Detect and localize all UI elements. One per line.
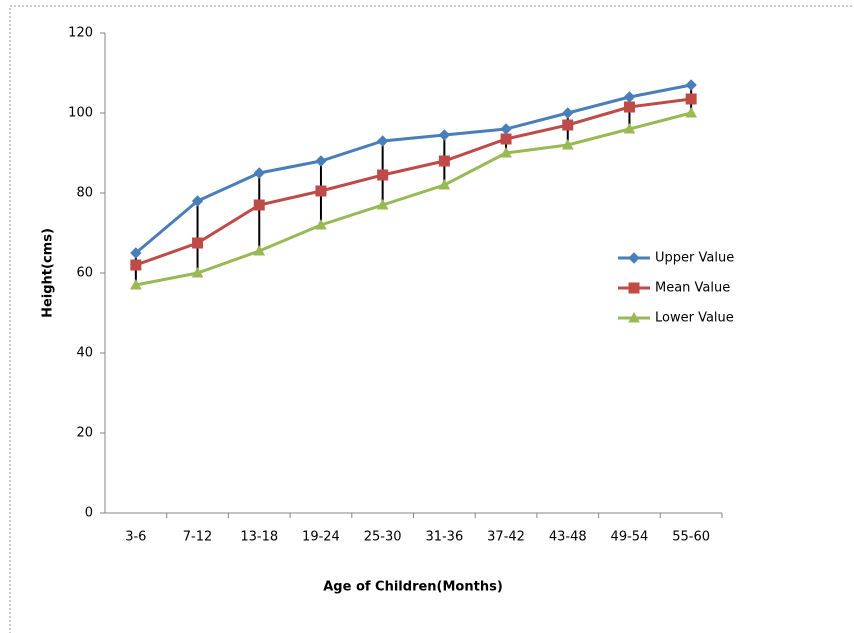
data-point [563,120,573,130]
x-tick-label: 13-18 [240,530,278,545]
data-point [563,108,573,118]
legend-label: Lower Value [655,311,734,326]
y-tick-label: 0 [85,506,93,521]
y-tick-label: 20 [76,426,93,441]
data-point [501,124,511,134]
legend-label: Upper Value [655,251,734,266]
legend-label: Mean Value [655,281,730,296]
x-tick-label: 31-36 [425,530,463,545]
y-tick-label: 80 [76,186,93,201]
legend-marker [629,253,639,263]
x-tick-label: 3-6 [125,530,146,545]
chart: Age of Children(Months) Height(cms) 0 20 4… [0,0,854,633]
data-point [439,156,449,166]
data-point [254,168,264,178]
y-tick-label: 100 [68,106,93,121]
x-tick-label: 37-42 [487,530,525,545]
data-point [378,136,388,146]
x-tick-label: 55-60 [672,530,710,545]
data-point [624,92,634,102]
data-point [378,170,388,180]
y-tick-label: 40 [76,346,93,361]
x-axis-label: Age of Children(Months) [323,580,503,595]
x-tick-label: 25-30 [364,530,402,545]
data-point [254,200,264,210]
data-point [501,134,511,144]
data-point [131,260,141,270]
y-axis-label: Height(cms) [41,228,56,318]
x-tick-label: 43-48 [549,530,587,545]
data-point [439,130,449,140]
legend-marker [629,283,639,293]
data-point [316,156,326,166]
x-tick-label: 19-24 [302,530,340,545]
data-point [316,186,326,196]
y-tick-label: 60 [76,266,93,281]
x-tick-label: 7-12 [183,530,213,545]
data-point [624,102,634,112]
x-tick-label: 49-54 [611,530,649,545]
data-point [686,94,696,104]
data-point [686,80,696,90]
data-point [193,238,203,248]
series-line [136,99,691,265]
y-tick-label: 120 [68,26,93,41]
